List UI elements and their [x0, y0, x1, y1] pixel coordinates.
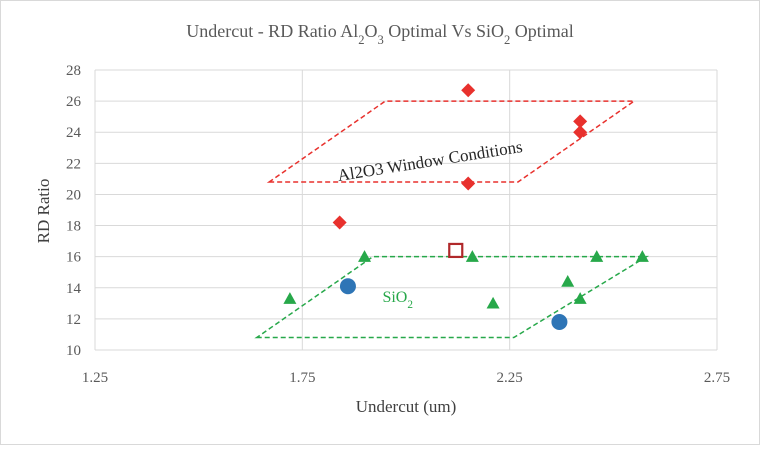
- text-part: Undercut - RD Ratio Al: [186, 21, 358, 41]
- y-tick-label: 28: [66, 63, 81, 79]
- data-points: [283, 83, 649, 330]
- al2o3-annotation: Al2O3 Window Conditions: [336, 137, 524, 185]
- triangle-point: [283, 292, 297, 304]
- triangle-point: [358, 250, 372, 262]
- triangle-point: [465, 250, 479, 262]
- subscript: 2: [358, 33, 364, 47]
- diamond-point: [573, 114, 588, 129]
- square-point: [448, 242, 464, 259]
- triangle-point: [635, 250, 649, 262]
- y-tick-label: 12: [66, 312, 81, 328]
- al2o3-window: [266, 100, 637, 183]
- x-axis-title: Undercut (um): [356, 397, 457, 416]
- y-tick-label: 26: [66, 94, 82, 110]
- text-part: Optimal: [510, 21, 574, 41]
- text-part: Optimal Vs SiO: [384, 21, 504, 41]
- diamond-point: [332, 215, 347, 230]
- chart-title: Undercut - RD Ratio Al2O3 Optimal Vs SiO…: [186, 21, 574, 47]
- diamond-point: [461, 176, 476, 191]
- y-tick-label: 10: [66, 343, 81, 359]
- window-outlines: [254, 100, 650, 339]
- triangle-point: [573, 292, 587, 304]
- subscript: 3: [378, 33, 384, 47]
- y-tick-label: 16: [66, 250, 82, 266]
- x-tick-label: 2.25: [497, 370, 523, 386]
- sio2-annotation: SiO2: [382, 289, 413, 311]
- y-tick-label: 18: [66, 219, 81, 235]
- y-tick-label: 22: [66, 156, 81, 172]
- text-part: SiO: [382, 289, 407, 306]
- grid: [94, 69, 718, 351]
- x-tick-label: 1.25: [82, 370, 108, 386]
- tick-labels: 10 12 14 16 18 20 22 24 26 28 1.25 1.75 2.25 2.75: [66, 63, 730, 386]
- y-axis-title: RD Ratio: [34, 179, 53, 244]
- text-part: O: [365, 21, 378, 41]
- subscript: 2: [504, 33, 510, 47]
- text-part: Al2O3 Window Conditions: [336, 137, 524, 185]
- triangle-point: [486, 296, 500, 309]
- triangle-point: [590, 250, 604, 262]
- subscript: 2: [407, 299, 413, 311]
- sio2-window: [254, 255, 650, 339]
- diamond-point: [573, 125, 588, 140]
- triangle-point: [561, 275, 575, 287]
- diamond-point: [461, 83, 476, 98]
- y-tick-label: 20: [66, 187, 81, 203]
- x-tick-label: 2.75: [704, 370, 730, 386]
- circle-point: [551, 314, 568, 330]
- y-tick-label: 24: [66, 125, 82, 141]
- circle-point: [339, 278, 356, 295]
- y-tick-label: 14: [66, 281, 82, 297]
- x-tick-label: 1.75: [289, 370, 315, 386]
